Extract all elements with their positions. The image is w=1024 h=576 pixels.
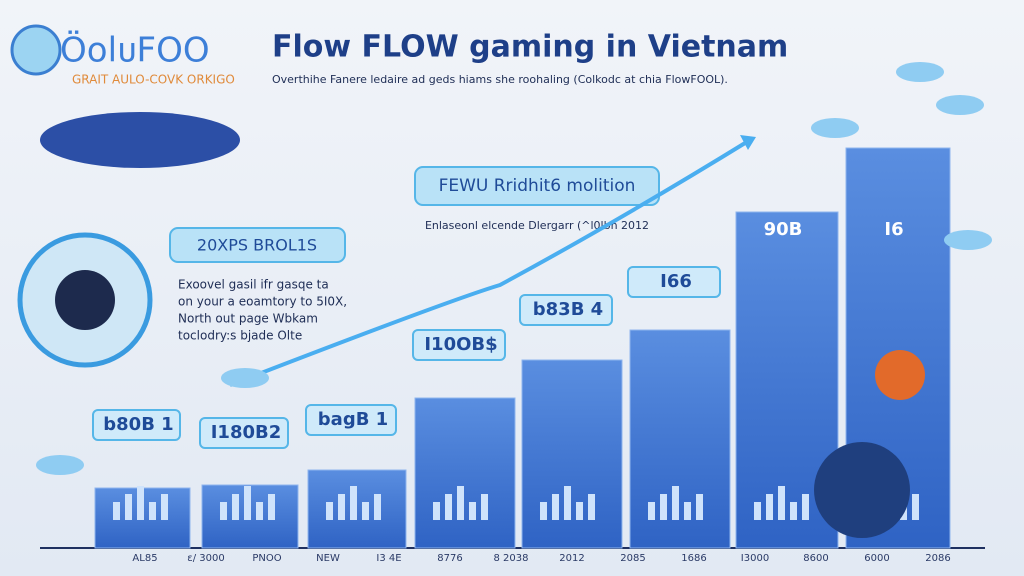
bar-decoration xyxy=(256,502,263,520)
bar-decoration xyxy=(161,494,168,520)
bar-decoration xyxy=(220,502,227,520)
bar-decoration xyxy=(433,502,440,520)
axis-label: ɛ/ 3000 xyxy=(187,553,224,564)
bar-decoration xyxy=(268,494,275,520)
bar-label: I10OB$ xyxy=(424,334,497,355)
bar-decoration xyxy=(684,502,691,520)
bar-decoration xyxy=(350,486,357,520)
bar-decoration xyxy=(326,502,333,520)
axis-label: AL85 xyxy=(132,553,157,564)
bar-decoration xyxy=(672,486,679,520)
bar-decoration xyxy=(362,502,369,520)
arrow-head xyxy=(740,135,756,150)
axis-label: PNOO xyxy=(252,553,281,564)
bar-label: I66 xyxy=(660,271,692,292)
bar-decoration xyxy=(648,502,655,520)
bar-decoration xyxy=(338,494,345,520)
bar-decoration xyxy=(137,486,144,520)
bar-decoration xyxy=(588,494,595,520)
bar-decoration xyxy=(802,494,809,520)
gear xyxy=(814,442,910,538)
bar-label: I6 xyxy=(884,219,903,240)
bar-label: I180B2 xyxy=(211,422,282,443)
bar-decoration xyxy=(696,494,703,520)
callout-box xyxy=(414,166,660,206)
info-title: 20XPS BROL1S xyxy=(197,236,317,255)
bar-decoration xyxy=(445,494,452,520)
info-box xyxy=(169,227,346,263)
bar-decoration xyxy=(149,502,156,520)
axis-label: I3000 xyxy=(741,553,769,564)
axis-label: 6000 xyxy=(864,553,889,564)
bar-decoration xyxy=(540,502,547,520)
axis-label: 8600 xyxy=(803,553,828,564)
bar xyxy=(521,359,623,549)
bar-decoration xyxy=(766,494,773,520)
label-box xyxy=(519,294,613,326)
cloud xyxy=(221,368,269,388)
bar-decoration xyxy=(912,494,919,520)
bar xyxy=(629,329,731,549)
bar-decoration xyxy=(125,494,132,520)
bar-decoration xyxy=(552,494,559,520)
axis-label: 8 2038 xyxy=(494,553,529,564)
bar xyxy=(414,397,516,549)
bar-decoration xyxy=(232,494,239,520)
label-box xyxy=(305,404,397,436)
bar-decoration xyxy=(374,494,381,520)
illustration xyxy=(40,112,240,168)
bar-decoration xyxy=(469,502,476,520)
bar-label: b80B 1 xyxy=(103,414,173,435)
logo-icon xyxy=(10,24,62,76)
bar-decoration xyxy=(564,486,571,520)
info-line: Exoovel gasil ifr gasqe ta xyxy=(178,278,329,292)
subtitle: Overthihe Fanere ledaire ad geds hiams s… xyxy=(272,73,728,86)
bar-decoration xyxy=(790,502,797,520)
axis-label: 2085 xyxy=(620,553,645,564)
bar-decoration xyxy=(576,502,583,520)
bar-decoration xyxy=(754,502,761,520)
label-box xyxy=(412,329,506,361)
trend-arrow xyxy=(229,138,752,387)
bar-decoration xyxy=(660,494,667,520)
callout-title: FEWU Rridhit6 molition xyxy=(439,176,636,196)
bar-decoration xyxy=(481,494,488,520)
bar-label: b83B 4 xyxy=(533,299,603,320)
title: Flow FLOW gaming in Vietnam xyxy=(272,30,788,65)
label-box xyxy=(199,417,289,449)
info-line: North out page Wbkam xyxy=(178,312,318,326)
axis-label: 2086 xyxy=(925,553,950,564)
logo: ÖolᴜFOO xyxy=(60,30,210,71)
bar-decoration xyxy=(244,486,251,520)
cloud xyxy=(944,230,992,250)
bar-label: 90B xyxy=(764,219,803,240)
bar-label: bagB 1 xyxy=(318,409,388,430)
axis-label: 8776 xyxy=(437,553,462,564)
cloud xyxy=(896,62,944,82)
info-line: on your a eoamtory to 5I0X, xyxy=(178,295,347,309)
tagline: GRAIT AULO-COVK ORKIGO xyxy=(72,73,235,87)
bar-decoration xyxy=(778,486,785,520)
axis-label: I3 4E xyxy=(376,553,401,564)
callout-caption: Enlaseonl elcende Dlergarr (^l0lbh 2012 xyxy=(425,219,649,232)
axis-label: 2012 xyxy=(559,553,584,564)
axis-label: 1686 xyxy=(681,553,706,564)
bar-decoration xyxy=(113,502,120,520)
info-line: toclodry:s bjade Olte xyxy=(178,329,302,343)
info-icon xyxy=(55,270,115,330)
planet xyxy=(875,350,925,400)
cloud xyxy=(36,455,84,475)
cloud xyxy=(811,118,859,138)
label-box xyxy=(627,266,721,298)
label-box xyxy=(92,409,181,441)
bar-decoration xyxy=(457,486,464,520)
axis-label: NEW xyxy=(316,553,340,564)
cloud xyxy=(936,95,984,115)
